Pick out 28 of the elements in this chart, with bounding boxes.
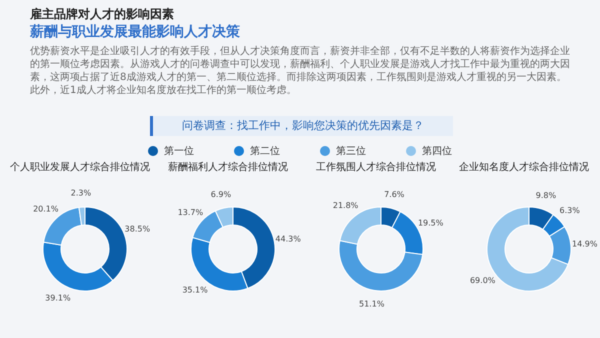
text: 薪酬与职业发展最能影响人才决策 bbox=[30, 23, 240, 41]
data-label: 21.8% bbox=[332, 201, 359, 210]
legend-label: 第一位 bbox=[164, 145, 194, 158]
legend-label: 第二位 bbox=[250, 145, 280, 158]
legend-label: 第四位 bbox=[422, 145, 452, 158]
text: 优势薪资水平是企业吸引人才的有效手段，但从人才决策角度而言，薪资并非全部，仅有不足半数的人将薪资作为选择企业的第一顺位考虑因素。从游戏人才的问卷调查中可以发现，薪酬福利、个人职业发展是游戏人才找工作中最为重视的两大因素，这两项占据了近8成游戏人才的第一、第二顺位选择。而排除这两项因素，工作氛围则是游戏人才重视的另一大因素。此外，近1成人才将企业知名度放在找工作的第一顺位考虑。 bbox=[30, 45, 571, 97]
data-label: 35.1% bbox=[182, 286, 208, 295]
data-label: 19.5% bbox=[418, 218, 444, 228]
legend-label: 第三位 bbox=[336, 145, 366, 158]
data-label: 13.7% bbox=[178, 208, 204, 218]
data-label: 39.1% bbox=[45, 293, 71, 302]
chart-title: 工作氛围人才综合排位情况 bbox=[315, 160, 437, 174]
data-label: 20.1% bbox=[33, 204, 59, 214]
text: 问卷调查：找工作中，影响您决策的优先因素是？ bbox=[150, 116, 453, 136]
data-label: 44.3% bbox=[275, 234, 302, 244]
text: 个人职业发展人才综合排位情况 bbox=[9, 160, 151, 174]
data-label: 2.3% bbox=[70, 188, 92, 198]
data-label: 6.3% bbox=[560, 206, 580, 216]
data-label: 7.6% bbox=[384, 190, 405, 200]
data-label: 38.5% bbox=[124, 224, 150, 234]
data-label: 14.9% bbox=[572, 239, 598, 248]
text: 雇主品牌对人才的影响因素 bbox=[30, 6, 174, 23]
data-label: 9.8% bbox=[536, 191, 557, 200]
chart-title: 薪酬福利人才综合排位情况 bbox=[167, 160, 289, 174]
data-label: 69.0% bbox=[470, 276, 496, 285]
data-label: 6.9% bbox=[210, 190, 232, 199]
data-label: 51.1% bbox=[359, 300, 385, 309]
chart-title: 企业知名度人才综合排位情况 bbox=[458, 160, 590, 174]
